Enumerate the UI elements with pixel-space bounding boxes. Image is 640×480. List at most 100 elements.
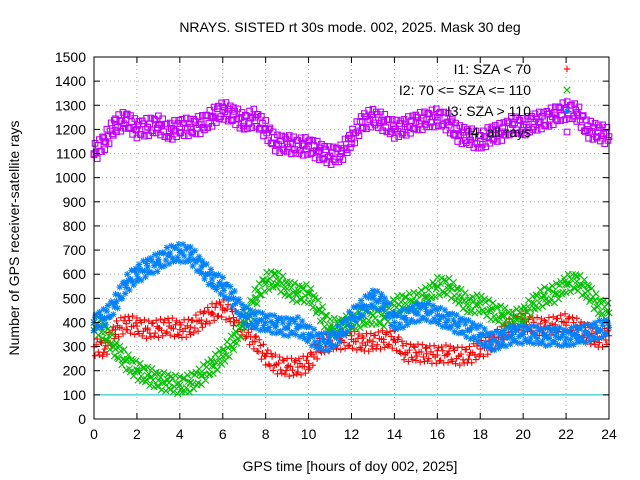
series-1-trace-point <box>409 356 416 363</box>
series-1-trace-point <box>166 331 174 339</box>
series-2-point <box>390 301 399 310</box>
series-1-trace-point <box>197 308 204 316</box>
series-4-trace-point <box>101 146 109 154</box>
series-2-trace-point <box>580 276 588 284</box>
series-2-point <box>530 299 538 307</box>
series-1-trace-point <box>387 333 395 340</box>
series-4-trace-point <box>436 109 443 117</box>
series-1-trace-point <box>545 314 553 321</box>
series-3-trace-point <box>465 317 472 324</box>
series-3-trace-point <box>280 332 288 339</box>
series-4-trace-point <box>517 130 525 138</box>
series-2-point <box>208 362 216 370</box>
series-4-trace-point <box>188 128 195 136</box>
series-3-point <box>552 332 559 339</box>
x-tick-label: 22 <box>558 426 574 442</box>
series-2-trace-point <box>183 371 191 379</box>
series-1-trace-point <box>222 316 230 323</box>
series-3-trace-point <box>408 316 415 323</box>
series-1-trace-point <box>185 316 192 323</box>
series-1-trace-point <box>268 353 276 360</box>
series-4-trace-point <box>545 122 553 130</box>
series-1-trace-point <box>550 313 557 321</box>
series-4-point <box>519 123 527 131</box>
series-3-trace-point <box>126 286 133 294</box>
series-3-point <box>133 271 141 278</box>
series-3-trace-point <box>201 275 208 283</box>
series-1-trace-point <box>258 355 265 363</box>
series-3-trace-point <box>103 307 111 315</box>
series-1-trace-point <box>146 330 153 337</box>
series-1-trace-point <box>95 348 102 356</box>
series-4-trace-point <box>100 134 108 142</box>
series-3-trace-point <box>291 318 298 326</box>
x-tick-label: 14 <box>387 426 403 442</box>
series-4-point <box>273 140 280 148</box>
series-2-point <box>111 345 120 353</box>
series-3-trace-point <box>243 304 250 311</box>
y-tick-label: 800 <box>63 218 87 234</box>
series-3-trace-point <box>231 287 238 295</box>
series-1-trace-point <box>149 319 157 327</box>
legend-marker <box>563 86 571 94</box>
series-1-point <box>187 324 194 331</box>
series-1-trace-point <box>400 356 408 363</box>
series-3-trace-point <box>198 270 205 277</box>
series-4-point <box>230 111 237 119</box>
series-1-trace-point <box>118 324 126 332</box>
y-tick-label: 500 <box>63 290 87 306</box>
series-1-trace-point <box>189 316 196 324</box>
series-4-point <box>412 118 420 126</box>
series-3-point <box>283 324 291 331</box>
series-4-trace-point <box>218 99 226 107</box>
series-layer <box>90 98 613 398</box>
series-2-trace-point <box>285 291 293 299</box>
series-1-point <box>401 349 409 356</box>
series-1-trace-point <box>569 314 576 321</box>
series-1-trace-point <box>425 355 432 362</box>
series-3-point <box>144 263 151 271</box>
series-2-point <box>433 282 441 290</box>
series-4-trace-point <box>515 116 523 124</box>
series-3-point <box>519 331 527 338</box>
series-1-trace-point <box>533 314 541 321</box>
series-4-trace-point <box>132 126 140 134</box>
series-1-trace-point <box>192 311 200 319</box>
series-3-point <box>305 331 312 338</box>
series-2-point <box>294 289 302 298</box>
series-1-trace-point <box>410 342 417 350</box>
series-3-point <box>509 331 516 338</box>
series-1-trace-point <box>412 357 420 364</box>
series-3-trace-point <box>151 251 159 258</box>
series-2-trace-point <box>292 290 300 298</box>
series-3-point <box>187 251 194 259</box>
series-4-point <box>305 142 312 150</box>
series-4-trace-point <box>299 151 307 159</box>
series-4-point <box>251 113 259 121</box>
series-1-trace-point <box>399 342 407 349</box>
series-4-point <box>219 106 227 114</box>
series-4-point <box>315 147 323 155</box>
series-3-point <box>122 280 130 288</box>
series-3-trace-point <box>394 311 401 319</box>
series-2-trace-point <box>213 366 221 374</box>
series-1-trace-point <box>297 371 305 379</box>
y-tick-label: 100 <box>63 387 87 403</box>
series-1-trace-point <box>191 324 199 332</box>
series-4-trace-point <box>223 110 231 117</box>
series-3-trace-point <box>474 338 482 345</box>
series-1-point <box>444 350 452 358</box>
series-2-trace-point <box>151 370 159 379</box>
series-2-trace-point <box>303 289 312 298</box>
series-3-trace-point <box>560 326 568 333</box>
series-1-trace-point <box>465 355 472 363</box>
series-1-trace-point <box>385 341 393 348</box>
series-4-point <box>509 121 516 128</box>
series-2-trace-point <box>267 268 275 276</box>
series-2-trace-point <box>433 273 441 281</box>
series-4-trace-point <box>414 126 422 134</box>
series-1-trace-point <box>403 340 410 347</box>
series-1-trace-point <box>302 369 309 377</box>
series-1-trace-point <box>184 322 191 330</box>
series-2-trace-point <box>320 316 328 325</box>
